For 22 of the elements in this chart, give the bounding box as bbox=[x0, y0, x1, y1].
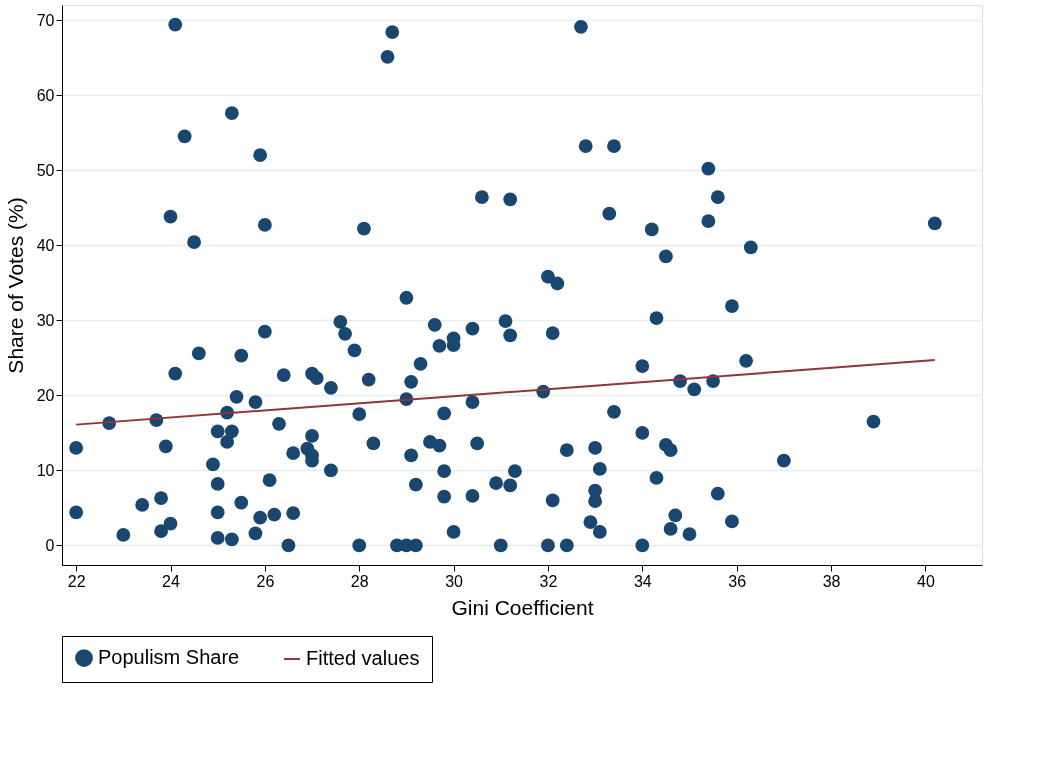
x-tick-label: 26 bbox=[256, 572, 275, 590]
x-tick-label: 32 bbox=[539, 572, 558, 590]
x-tick-label: 30 bbox=[445, 572, 464, 590]
y-tick-label: 10 bbox=[36, 461, 55, 479]
y-tick-label: 20 bbox=[36, 386, 55, 404]
x-tick-label: 28 bbox=[350, 572, 369, 590]
y-tick-label: 50 bbox=[36, 161, 55, 179]
x-tick-label: 24 bbox=[162, 572, 181, 590]
x-axis-title: Gini Coefficient bbox=[451, 595, 594, 619]
y-tick-label: 0 bbox=[45, 536, 55, 554]
x-tick-label: 38 bbox=[822, 572, 841, 590]
legend-label: Fitted values bbox=[306, 647, 420, 669]
y-tick-label: 30 bbox=[36, 311, 55, 329]
x-tick-label: 22 bbox=[67, 572, 86, 590]
y-tick-label: 70 bbox=[36, 11, 55, 29]
x-tick-label: 36 bbox=[728, 572, 747, 590]
x-tick-label: 34 bbox=[633, 572, 652, 590]
x-tick-label: 40 bbox=[916, 572, 935, 590]
y-axis-title: Share of Votes (%) bbox=[3, 197, 27, 374]
legend-label: Populism Share bbox=[98, 646, 240, 669]
y-tick-label: 40 bbox=[36, 236, 55, 254]
y-tick-label: 60 bbox=[36, 86, 55, 104]
